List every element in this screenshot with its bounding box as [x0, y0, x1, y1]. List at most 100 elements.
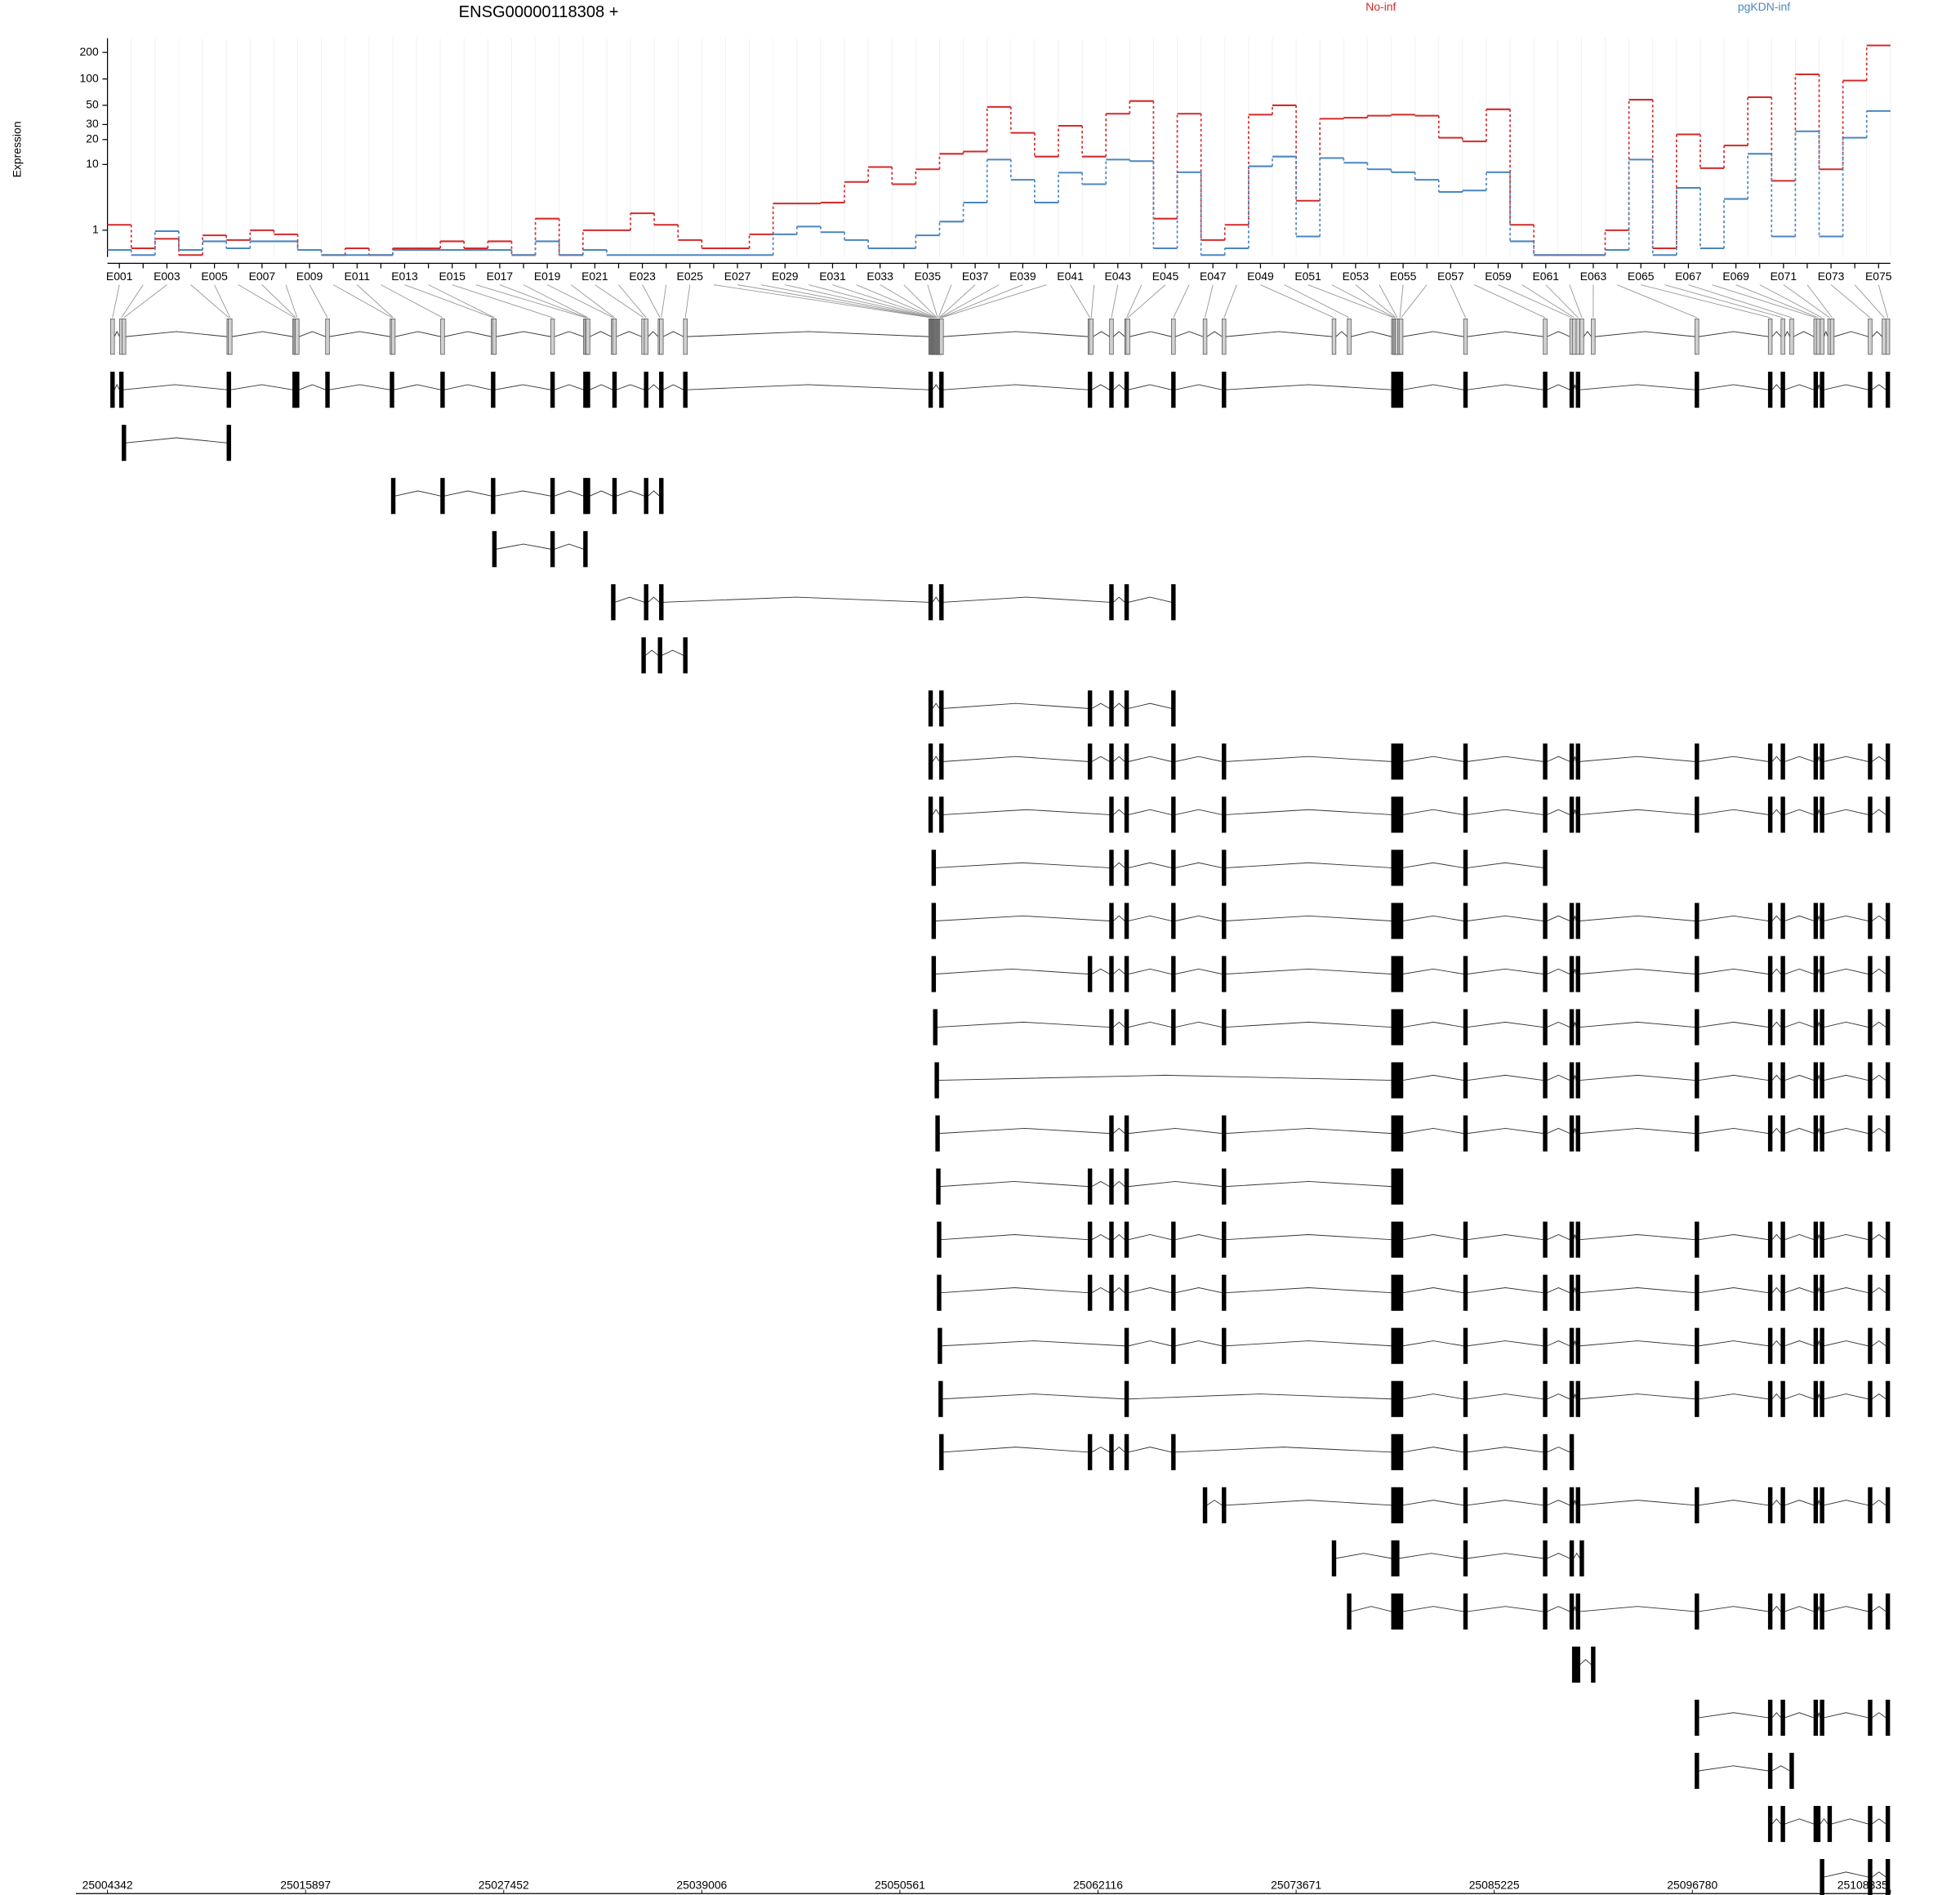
exon-connector [475, 284, 586, 319]
x-tick-label: E027 [724, 270, 751, 283]
transcript-exon [1395, 956, 1400, 992]
transcript-exon [586, 478, 590, 515]
exon-connector [1070, 284, 1091, 319]
intron [1402, 915, 1464, 921]
transcript-exon [1695, 372, 1699, 408]
exon-connector [737, 284, 932, 319]
gene-exon [390, 319, 396, 355]
intron [1824, 330, 1829, 337]
transcript-exon [1391, 796, 1396, 833]
intron [1771, 1499, 1782, 1506]
intron [1784, 1340, 1815, 1347]
exon-connector [309, 284, 328, 319]
intron [1771, 1765, 1790, 1772]
intron [1547, 1340, 1570, 1347]
intron [1573, 809, 1577, 815]
intron [1402, 1393, 1464, 1400]
transcript-exon [1087, 1434, 1093, 1470]
transcript-exon [1820, 1487, 1824, 1523]
transcript-exon [1813, 903, 1819, 939]
intron [1784, 1606, 1815, 1612]
genomic-tick-label: 25073671 [1271, 1879, 1321, 1892]
intron [1467, 384, 1544, 390]
transcript-exon [934, 1062, 939, 1099]
intron [1128, 809, 1172, 815]
intron [1872, 1871, 1886, 1878]
intron [1226, 809, 1392, 815]
transcript-exon [939, 796, 944, 833]
transcript-exon [1463, 1221, 1468, 1258]
transcript-exon [1222, 903, 1227, 939]
gene-exon [1829, 319, 1835, 355]
y-tick-label: 30 [86, 117, 99, 130]
transcript-exon [1695, 1221, 1699, 1258]
gene-exon [1109, 319, 1114, 355]
intron [1872, 1233, 1886, 1241]
transcript-exon [1391, 849, 1396, 886]
y-tick-label: 1 [92, 223, 99, 236]
transcript-exon [1395, 1487, 1400, 1523]
transcript-exon [611, 584, 616, 621]
transcript-exon [1463, 956, 1468, 992]
transcript-exon [1780, 1274, 1785, 1311]
intron [1817, 1340, 1821, 1346]
transcript-exon [1780, 1327, 1785, 1364]
exon-connector [1173, 284, 1190, 319]
intron [1112, 968, 1125, 974]
transcript-exon [1543, 372, 1548, 408]
transcript-exon [1579, 1540, 1584, 1576]
intron [1112, 915, 1125, 921]
transcript-exon [1813, 1062, 1819, 1099]
transcript-exon [1695, 1009, 1699, 1046]
intron [1226, 1500, 1392, 1506]
transcript-exon [1171, 743, 1176, 780]
intron [1784, 1021, 1815, 1028]
transcript-exon [1109, 1115, 1114, 1152]
intron [1091, 1447, 1110, 1453]
transcript-exon [1569, 1540, 1575, 1576]
transcript-exon [1398, 1274, 1404, 1311]
intron [1784, 330, 1791, 337]
transcript-exon [1543, 1221, 1548, 1258]
intron [1573, 1287, 1577, 1293]
transcript-exon [1463, 372, 1468, 408]
transcript-exon [1391, 1540, 1396, 1576]
intron [1699, 1074, 1769, 1081]
intron [932, 809, 940, 815]
intron [554, 490, 584, 497]
transcript-exon [1543, 1009, 1548, 1046]
transcript-exon [1202, 1487, 1208, 1523]
intron [1128, 968, 1172, 974]
transcript-exon [1575, 1274, 1580, 1311]
intron [1573, 1500, 1577, 1505]
intron [939, 1127, 1110, 1135]
transcript-exon [939, 584, 944, 621]
intron [1129, 331, 1172, 337]
intron [1547, 1233, 1570, 1241]
exon-connector [1688, 284, 1793, 319]
gene-exon [644, 319, 648, 355]
transcript-exon [1398, 743, 1404, 780]
x-tick-label: E055 [1390, 270, 1417, 283]
intron [1467, 915, 1544, 921]
exon-connector [1355, 284, 1396, 319]
intron [1128, 596, 1172, 603]
transcript-exon [1124, 1221, 1129, 1258]
intron [1771, 809, 1782, 815]
transcript-exon [1569, 1009, 1575, 1046]
intron [1226, 915, 1392, 921]
gene-exon [586, 319, 590, 355]
transcript-exon [938, 1327, 942, 1364]
x-tick-label: E035 [915, 270, 942, 283]
intron [943, 331, 1089, 337]
exon-connector [1307, 284, 1394, 319]
transcript-exon [1463, 1540, 1468, 1576]
transcript-exon [1124, 743, 1129, 780]
transcript-exon [1395, 1115, 1400, 1152]
transcript-exon [1820, 1062, 1824, 1099]
exon-connector [1806, 284, 1833, 319]
intron [1112, 1180, 1125, 1187]
intron [1872, 1286, 1886, 1294]
gene-exon [325, 319, 330, 355]
genomic-tick-label: 25096780 [1667, 1879, 1717, 1892]
